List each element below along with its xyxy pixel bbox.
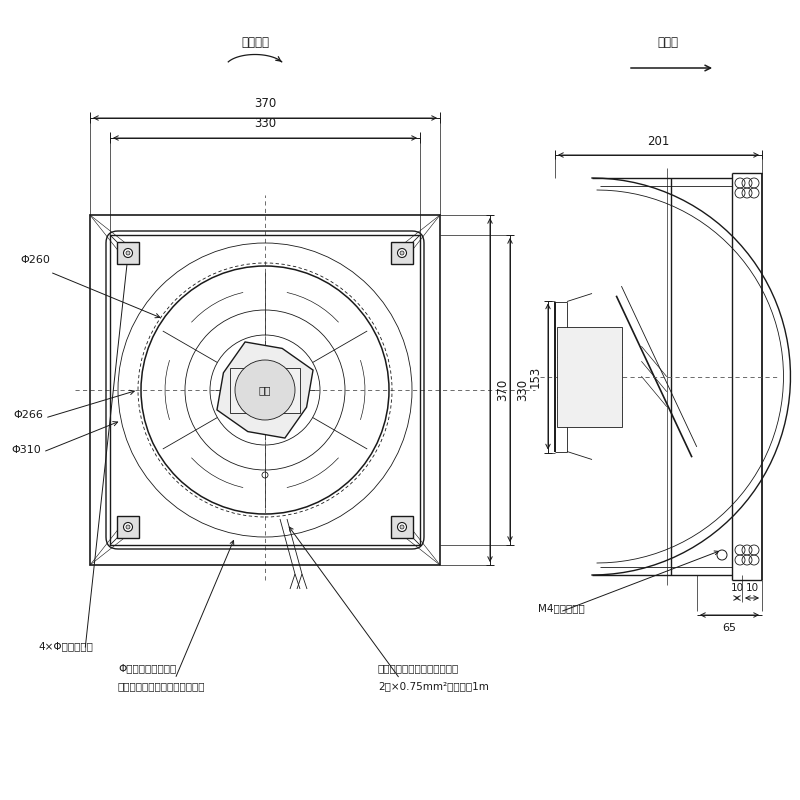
Circle shape — [398, 249, 406, 258]
Circle shape — [123, 522, 133, 531]
Text: 銘板: 銘板 — [258, 385, 271, 395]
Text: 回転方向: 回転方向 — [241, 35, 269, 49]
Text: 330: 330 — [254, 117, 276, 130]
Text: 電動式シャッターコード取出用: 電動式シャッターコード取出用 — [118, 681, 206, 691]
Circle shape — [126, 525, 130, 529]
Circle shape — [235, 360, 295, 420]
Text: 330: 330 — [516, 379, 529, 401]
Polygon shape — [217, 342, 313, 438]
Bar — [110, 235, 420, 545]
Text: Φ１３ノックアウト: Φ１３ノックアウト — [118, 663, 176, 673]
Text: 153: 153 — [529, 366, 542, 388]
Text: Φ260: Φ260 — [20, 255, 50, 265]
Text: Φ266: Φ266 — [13, 410, 43, 420]
Bar — [230, 367, 300, 413]
Bar — [391, 516, 413, 538]
Text: 10: 10 — [730, 583, 743, 593]
Bar — [117, 516, 139, 538]
Text: 2芯×0.75mm²　有効長1m: 2芯×0.75mm² 有効長1m — [378, 681, 489, 691]
Text: 65: 65 — [722, 623, 737, 633]
Bar — [391, 242, 413, 264]
Text: Φ310: Φ310 — [11, 445, 41, 455]
Circle shape — [400, 525, 404, 529]
Text: 370: 370 — [254, 97, 276, 110]
Circle shape — [400, 251, 404, 255]
Text: 10: 10 — [746, 583, 758, 593]
Text: ビニルキャプタイヤケーブル: ビニルキャプタイヤケーブル — [378, 663, 459, 673]
Bar — [557, 326, 622, 426]
Bar — [90, 215, 440, 565]
Text: 201: 201 — [647, 135, 670, 148]
Text: M4アースネジ: M4アースネジ — [538, 603, 585, 613]
Circle shape — [126, 251, 130, 255]
Text: 4×Φ１０取付穴: 4×Φ１０取付穴 — [38, 641, 93, 651]
Bar — [117, 242, 139, 264]
Circle shape — [398, 522, 406, 531]
Circle shape — [123, 249, 133, 258]
Text: 風方向: 風方向 — [658, 35, 678, 49]
Text: 370: 370 — [496, 379, 509, 401]
